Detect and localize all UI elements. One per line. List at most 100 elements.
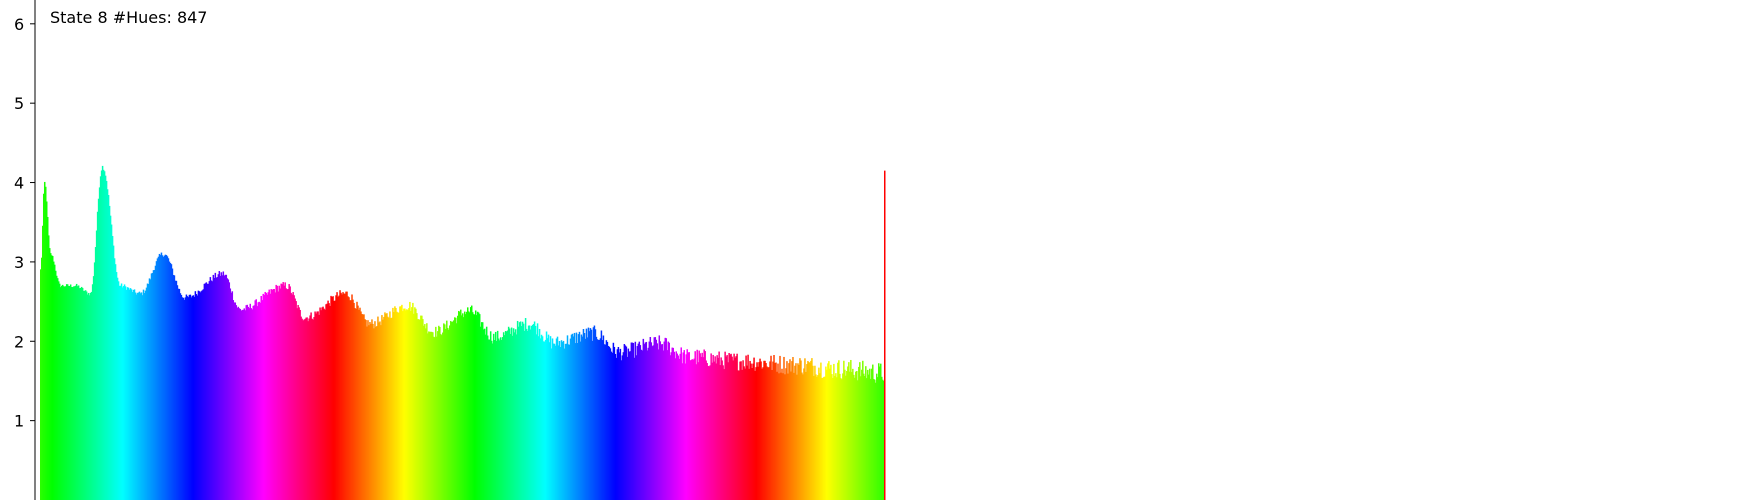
histogram-bar <box>358 309 360 500</box>
histogram-bar <box>293 295 295 500</box>
histogram-bar <box>413 313 415 500</box>
histogram-bar <box>451 322 453 500</box>
histogram-bar <box>876 373 878 500</box>
histogram-bar <box>115 272 118 500</box>
histogram-bar <box>483 328 486 500</box>
histogram-bar <box>617 346 620 500</box>
histogram-bar <box>472 314 475 500</box>
histogram-bar <box>329 305 331 500</box>
histogram-bar <box>372 323 374 500</box>
histogram-bar <box>275 284 277 500</box>
histogram-bar <box>408 308 410 500</box>
histogram-bar <box>333 300 335 500</box>
histogram-bar <box>654 337 657 500</box>
histogram-bar <box>139 293 142 500</box>
histogram-bar <box>852 368 854 500</box>
histogram-bar <box>757 366 759 500</box>
histogram-bar <box>480 322 483 500</box>
histogram-bar <box>605 340 608 500</box>
histogram-bar <box>391 317 393 500</box>
histogram-bar <box>180 294 183 500</box>
histogram-bar <box>873 379 875 500</box>
histogram-bar <box>468 312 471 500</box>
histogram-bar <box>733 353 735 500</box>
histogram-bar <box>261 300 263 500</box>
histogram-bar <box>593 325 596 500</box>
histogram-bar <box>732 360 734 500</box>
histogram-bar <box>768 367 770 500</box>
histogram-bar <box>88 295 91 500</box>
histogram-bar <box>510 327 513 500</box>
histogram-bar <box>155 261 158 500</box>
histogram-bar <box>829 368 831 500</box>
histogram-bar <box>397 312 399 500</box>
histogram-bar <box>224 274 227 500</box>
histogram-bar <box>246 304 249 500</box>
histogram-bar <box>259 302 261 500</box>
histogram-bar <box>130 289 133 500</box>
histogram-bar <box>400 306 402 500</box>
histogram-bar <box>485 326 488 500</box>
histogram-bar <box>263 295 265 500</box>
histogram-bar <box>656 343 659 500</box>
histogram-bar <box>651 346 654 500</box>
histogram-bar <box>146 283 149 500</box>
histogram-bar <box>266 294 268 500</box>
histogram-bar <box>702 357 704 500</box>
histogram-bar <box>133 289 136 500</box>
histogram-bar <box>369 322 371 500</box>
histogram-bar <box>884 170 886 500</box>
histogram-bar <box>404 308 406 500</box>
histogram-bar <box>444 324 446 500</box>
histogram-bar <box>624 345 627 500</box>
histogram-bar <box>734 357 736 500</box>
histogram-bar <box>376 326 378 500</box>
histogram-bar <box>625 346 628 500</box>
histogram-bar <box>772 361 774 500</box>
histogram-bar <box>666 350 669 500</box>
histogram-bar <box>123 284 126 500</box>
histogram-bar <box>104 175 107 500</box>
histogram-bar <box>83 290 86 500</box>
histogram-bar <box>387 316 389 500</box>
histogram-bar <box>477 312 480 500</box>
histogram-bar <box>842 373 844 500</box>
histogram-bar <box>775 362 777 500</box>
histogram-bar <box>539 338 542 500</box>
histogram-bar <box>810 360 812 500</box>
histogram-bar <box>538 328 541 500</box>
histogram-bar <box>403 308 405 500</box>
histogram-bar <box>498 340 501 500</box>
histogram-bar <box>305 317 307 500</box>
histogram-bar <box>353 302 355 500</box>
histogram-bar <box>542 341 545 500</box>
histogram-bar <box>560 340 563 500</box>
histogram-bar <box>780 372 782 500</box>
histogram-bar <box>592 327 595 500</box>
histogram-bar <box>611 352 614 500</box>
histogram-bar <box>351 294 353 500</box>
histogram-bar <box>828 361 830 500</box>
histogram-bar <box>291 294 293 500</box>
histogram-bar <box>339 290 341 500</box>
histogram-bar <box>700 356 702 500</box>
histogram-bar <box>175 280 178 500</box>
histogram-bar <box>442 332 444 500</box>
histogram-bar <box>90 291 93 500</box>
histogram-bar <box>712 354 714 500</box>
histogram-bar <box>258 301 260 500</box>
histogram-bar <box>143 293 146 500</box>
histogram-bar <box>325 304 327 500</box>
histogram-bar <box>331 296 333 500</box>
histogram-bar <box>107 195 110 500</box>
histogram-bar <box>312 319 314 500</box>
histogram-bar <box>583 333 586 500</box>
histogram-bar <box>629 351 632 500</box>
histogram-bar <box>313 317 315 500</box>
histogram-bar <box>412 302 414 500</box>
histogram-bar <box>779 355 781 500</box>
histogram-bar <box>513 332 516 500</box>
histogram-bar <box>327 300 329 500</box>
histogram-bar <box>174 280 177 500</box>
histogram-bar <box>481 322 484 500</box>
